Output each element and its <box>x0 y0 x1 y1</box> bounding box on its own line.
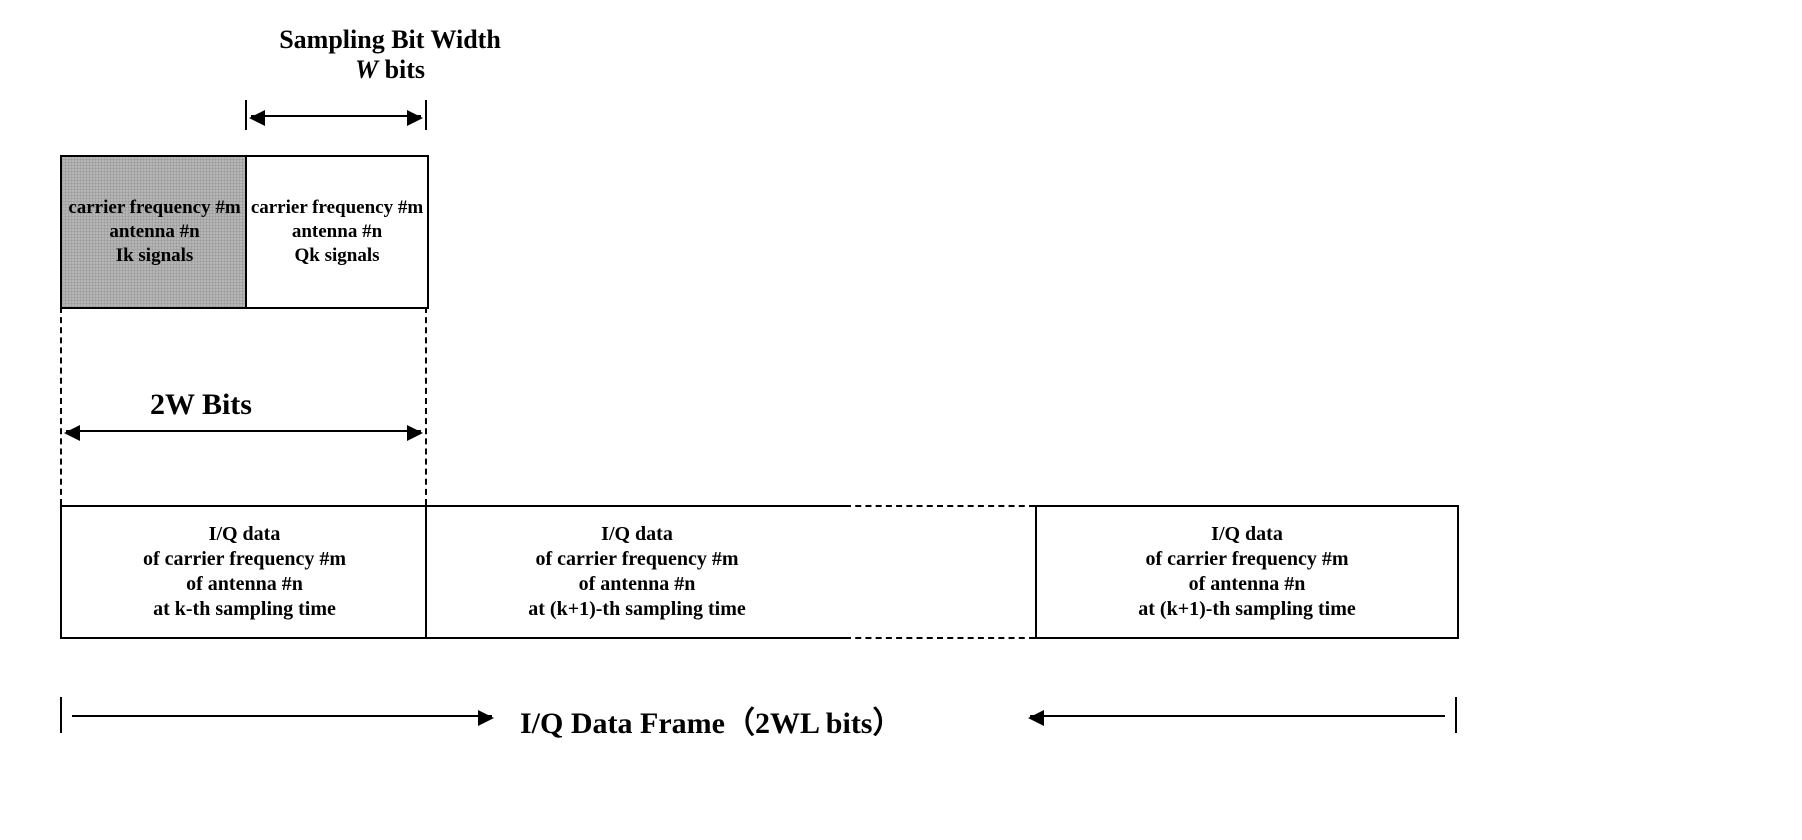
text: of carrier frequency #m <box>143 547 346 572</box>
dim-tick <box>60 697 62 733</box>
text: at k-th sampling time <box>153 597 336 622</box>
text: I/Q data <box>1211 522 1283 547</box>
guide-line <box>425 307 427 505</box>
text: I/Q data <box>209 522 281 547</box>
dim-tick <box>1455 697 1457 733</box>
text: I/Q data <box>601 522 673 547</box>
text: W <box>355 55 378 84</box>
frame-dim-arrow-left <box>72 715 492 717</box>
ellipsis-gap <box>845 505 1035 639</box>
guide-line <box>60 307 62 505</box>
text: antenna #n <box>109 220 199 244</box>
text: of antenna #n <box>579 572 696 597</box>
text: Qk signals <box>294 244 379 268</box>
frame-dim-arrow-right <box>1030 715 1445 717</box>
text: Ik signals <box>116 244 194 268</box>
text: bits <box>378 55 425 84</box>
dim-tick <box>245 100 247 130</box>
text: 2W Bits <box>150 388 252 421</box>
text: antenna #n <box>292 220 382 244</box>
text: I/Q Data Frame（2WL bits） <box>520 707 903 740</box>
sampling-bit-width-label: Sampling Bit Width W bits <box>260 25 520 85</box>
text: of antenna #n <box>186 572 303 597</box>
iq-data-block: I/Q data of carrier frequency #m of ante… <box>1035 505 1459 639</box>
text: at (k+1)-th sampling time <box>1138 597 1356 622</box>
iq-data-block: I/Q data of carrier frequency #m of ante… <box>60 505 429 639</box>
text: carrier frequency #m <box>251 196 423 220</box>
sampling-width-dim <box>251 115 421 117</box>
iq-data-frame-label: I/Q Data Frame（2WL bits） <box>520 698 903 742</box>
qk-signals-box: carrier frequency #m antenna #n Qk signa… <box>245 155 429 309</box>
two-w-dim <box>66 430 421 432</box>
text: Sampling Bit Width <box>279 25 501 54</box>
two-w-bits-label: 2W Bits <box>150 388 252 422</box>
ik-signals-box: carrier frequency #m antenna #n Ik signa… <box>60 155 249 309</box>
text: of carrier frequency #m <box>1145 547 1348 572</box>
text: of carrier frequency #m <box>535 547 738 572</box>
iq-frame-diagram: Sampling Bit Width W bits carrier freque… <box>20 20 1780 820</box>
dim-tick <box>425 100 427 130</box>
iq-data-block: I/Q data of carrier frequency #m of ante… <box>425 505 849 639</box>
text: at (k+1)-th sampling time <box>528 597 746 622</box>
text: of antenna #n <box>1189 572 1306 597</box>
text: carrier frequency #m <box>68 196 240 220</box>
